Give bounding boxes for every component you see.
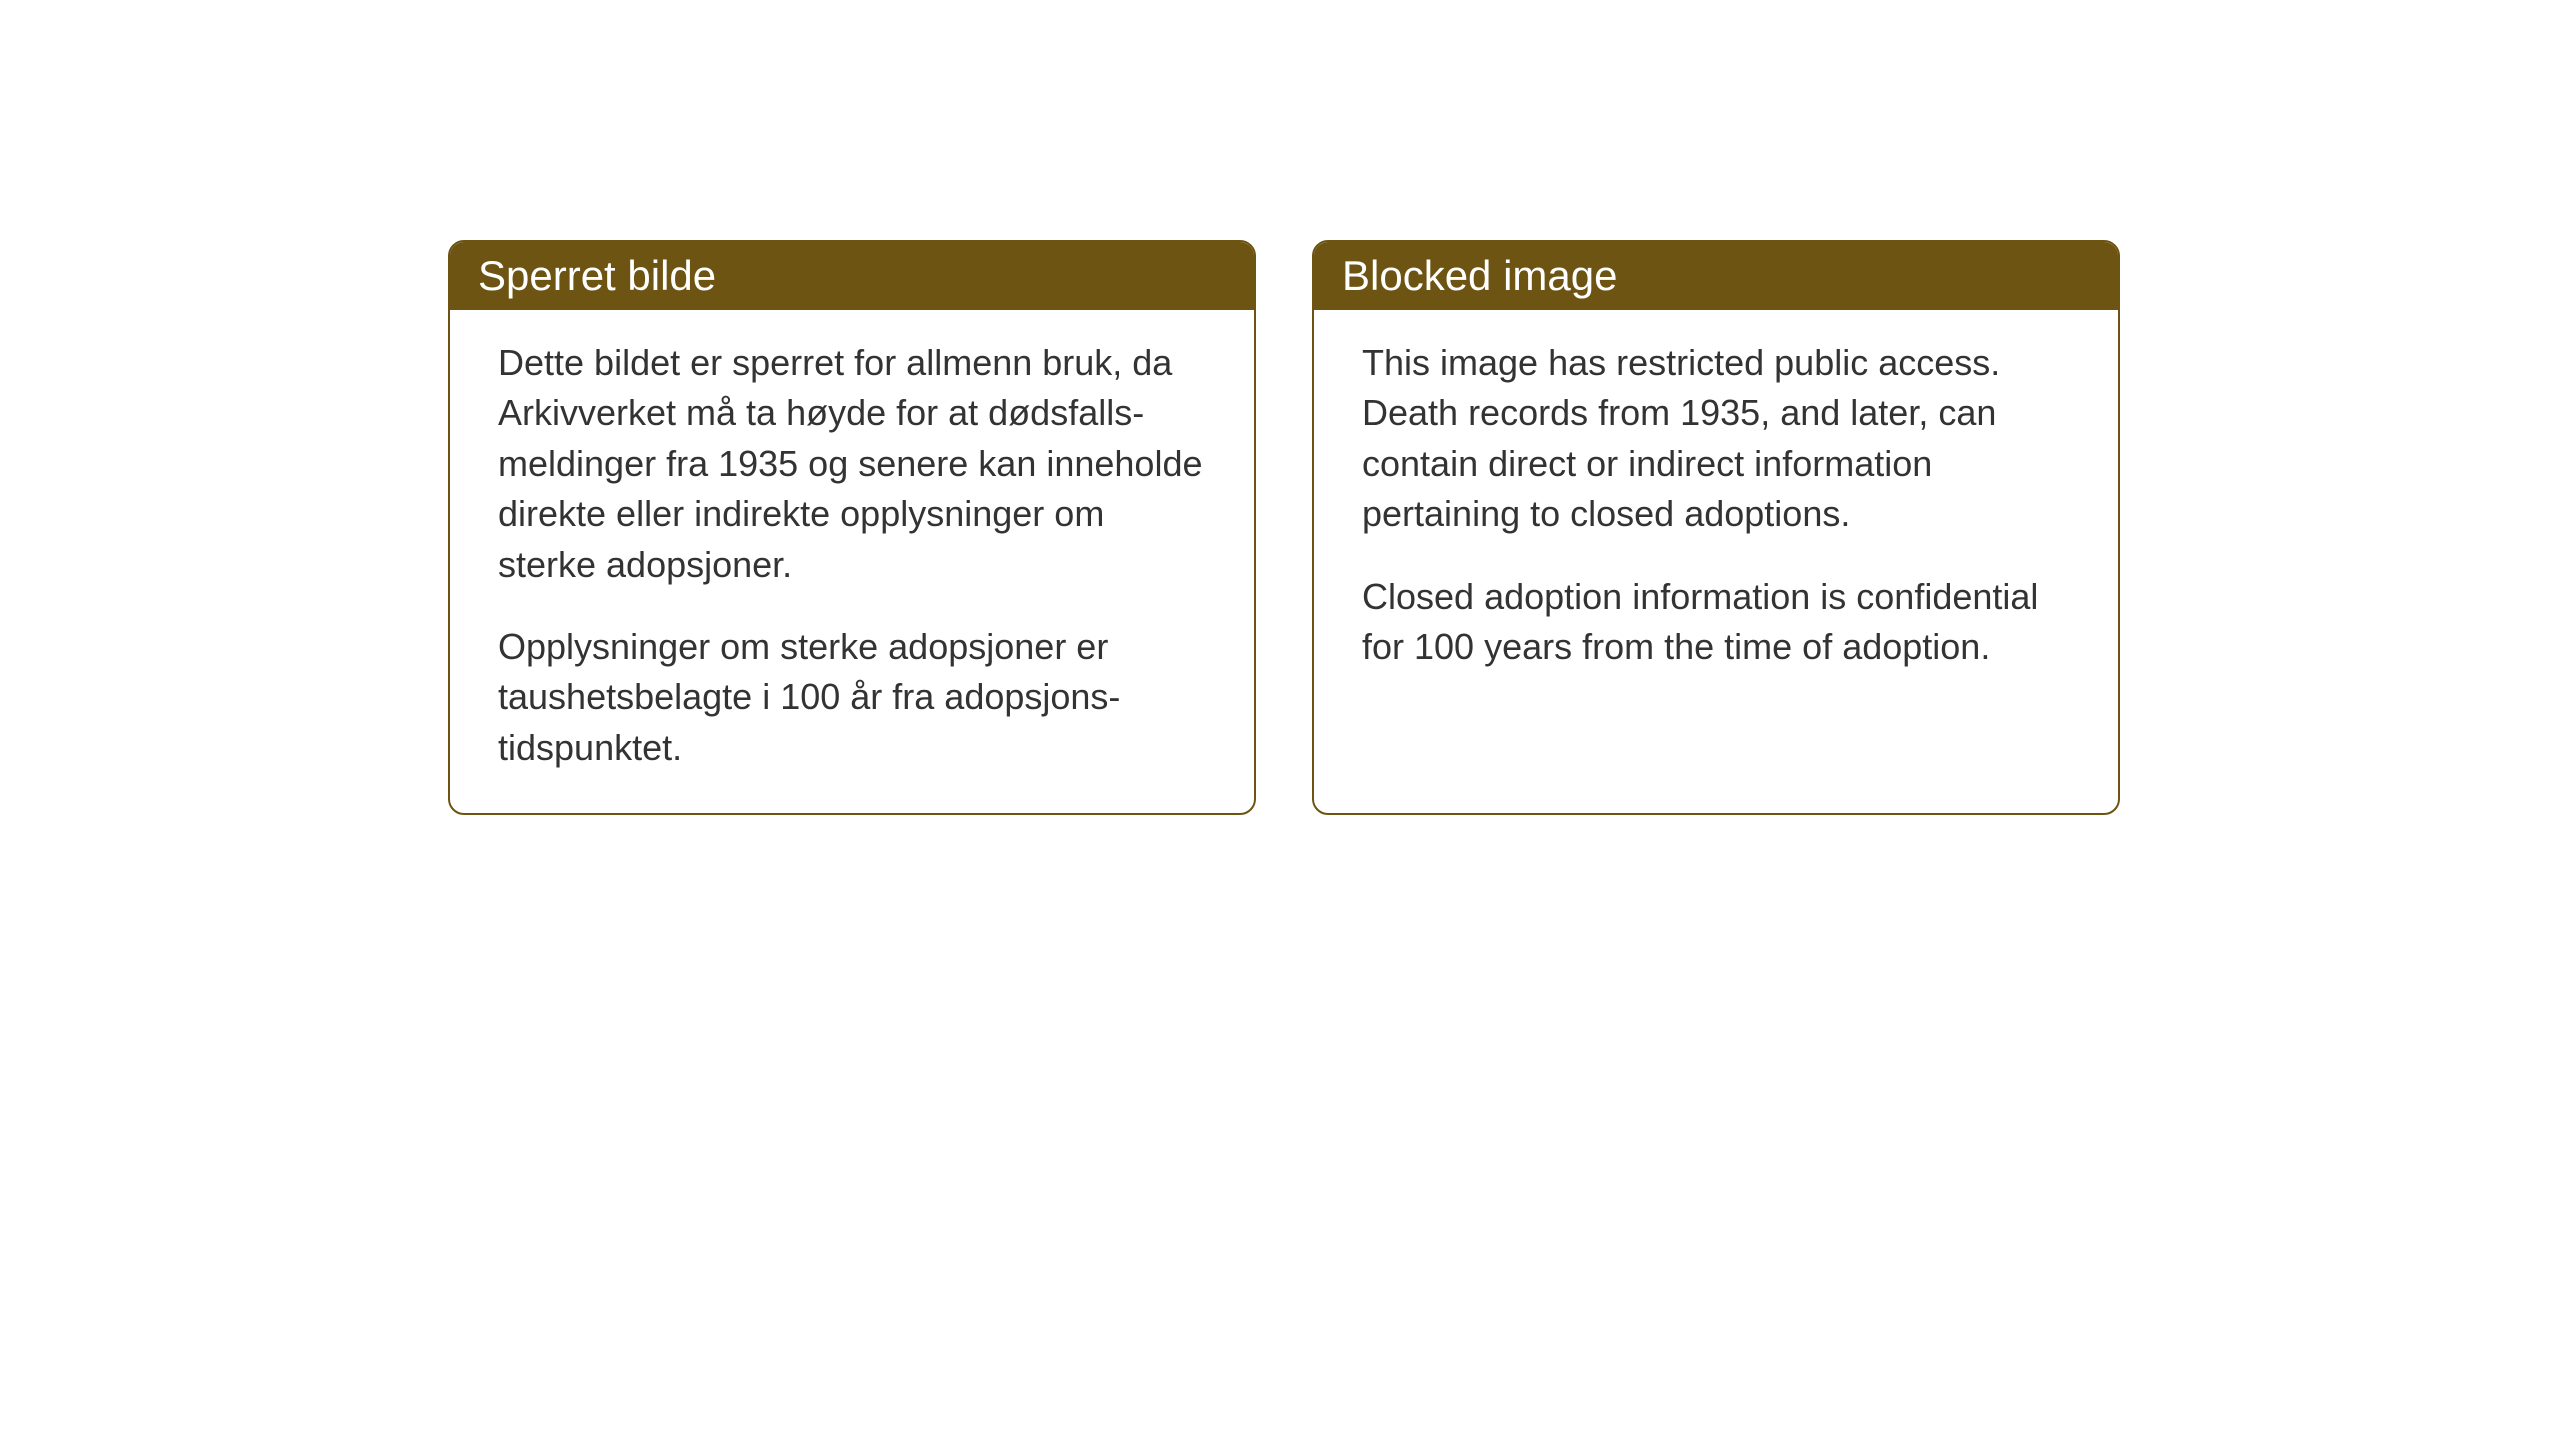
norwegian-paragraph-1: Dette bildet er sperret for allmenn bruk… bbox=[498, 338, 1206, 590]
english-notice-card: Blocked image This image has restricted … bbox=[1312, 240, 2120, 815]
norwegian-notice-card: Sperret bilde Dette bildet er sperret fo… bbox=[448, 240, 1256, 815]
notice-container: Sperret bilde Dette bildet er sperret fo… bbox=[448, 240, 2120, 815]
norwegian-card-title: Sperret bilde bbox=[450, 242, 1254, 310]
english-card-body: This image has restricted public access.… bbox=[1314, 310, 2118, 712]
norwegian-paragraph-2: Opplysninger om sterke adopsjoner er tau… bbox=[498, 622, 1206, 773]
english-paragraph-1: This image has restricted public access.… bbox=[1362, 338, 2070, 540]
english-card-title: Blocked image bbox=[1314, 242, 2118, 310]
norwegian-card-body: Dette bildet er sperret for allmenn bruk… bbox=[450, 310, 1254, 813]
english-paragraph-2: Closed adoption information is confident… bbox=[1362, 572, 2070, 673]
